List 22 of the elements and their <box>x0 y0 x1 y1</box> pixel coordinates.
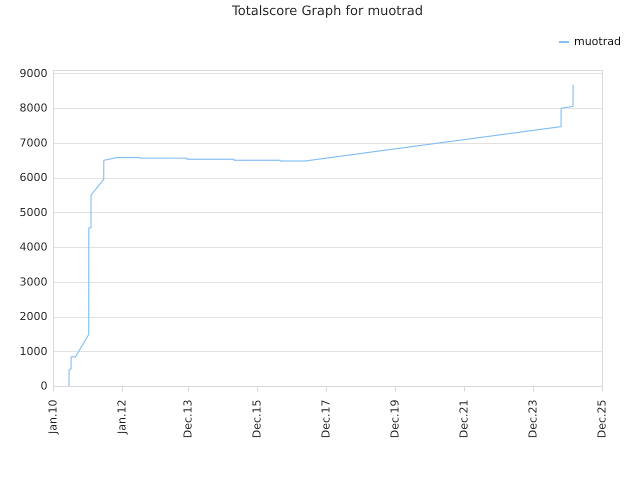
y-tick-label: 5000 <box>20 206 48 219</box>
x-tick-label: Dec.17 <box>320 400 333 438</box>
x-tick-label: Jan.12 <box>115 400 128 435</box>
x-tick-label: Dec.21 <box>458 400 471 438</box>
x-tick-label: Dec.13 <box>182 400 195 438</box>
x-tick-label: Dec.15 <box>250 400 264 438</box>
x-tick-label: Dec.19 <box>388 400 402 438</box>
legend-label: muotrad <box>574 35 621 48</box>
y-tick-label: 9000 <box>20 66 48 80</box>
y-tick-label: 0 <box>40 380 48 392</box>
y-tick-label: 8000 <box>20 102 48 115</box>
chart-title: Totalscore Graph for muotrad <box>231 4 423 19</box>
y-tick-label: 2000 <box>20 310 48 324</box>
y-tick-label: 6000 <box>20 171 48 184</box>
x-tick-label: Dec.25 <box>596 400 608 438</box>
y-tick-label: 3000 <box>20 275 48 288</box>
line-series <box>68 84 574 386</box>
y-tick-label: 1000 <box>20 344 48 358</box>
x-tick-label: Jan.10 <box>46 400 60 435</box>
y-tick-label: 4000 <box>20 240 48 254</box>
y-tick-label: 7000 <box>20 136 48 150</box>
x-tick-label: Dec.23 <box>526 400 540 438</box>
